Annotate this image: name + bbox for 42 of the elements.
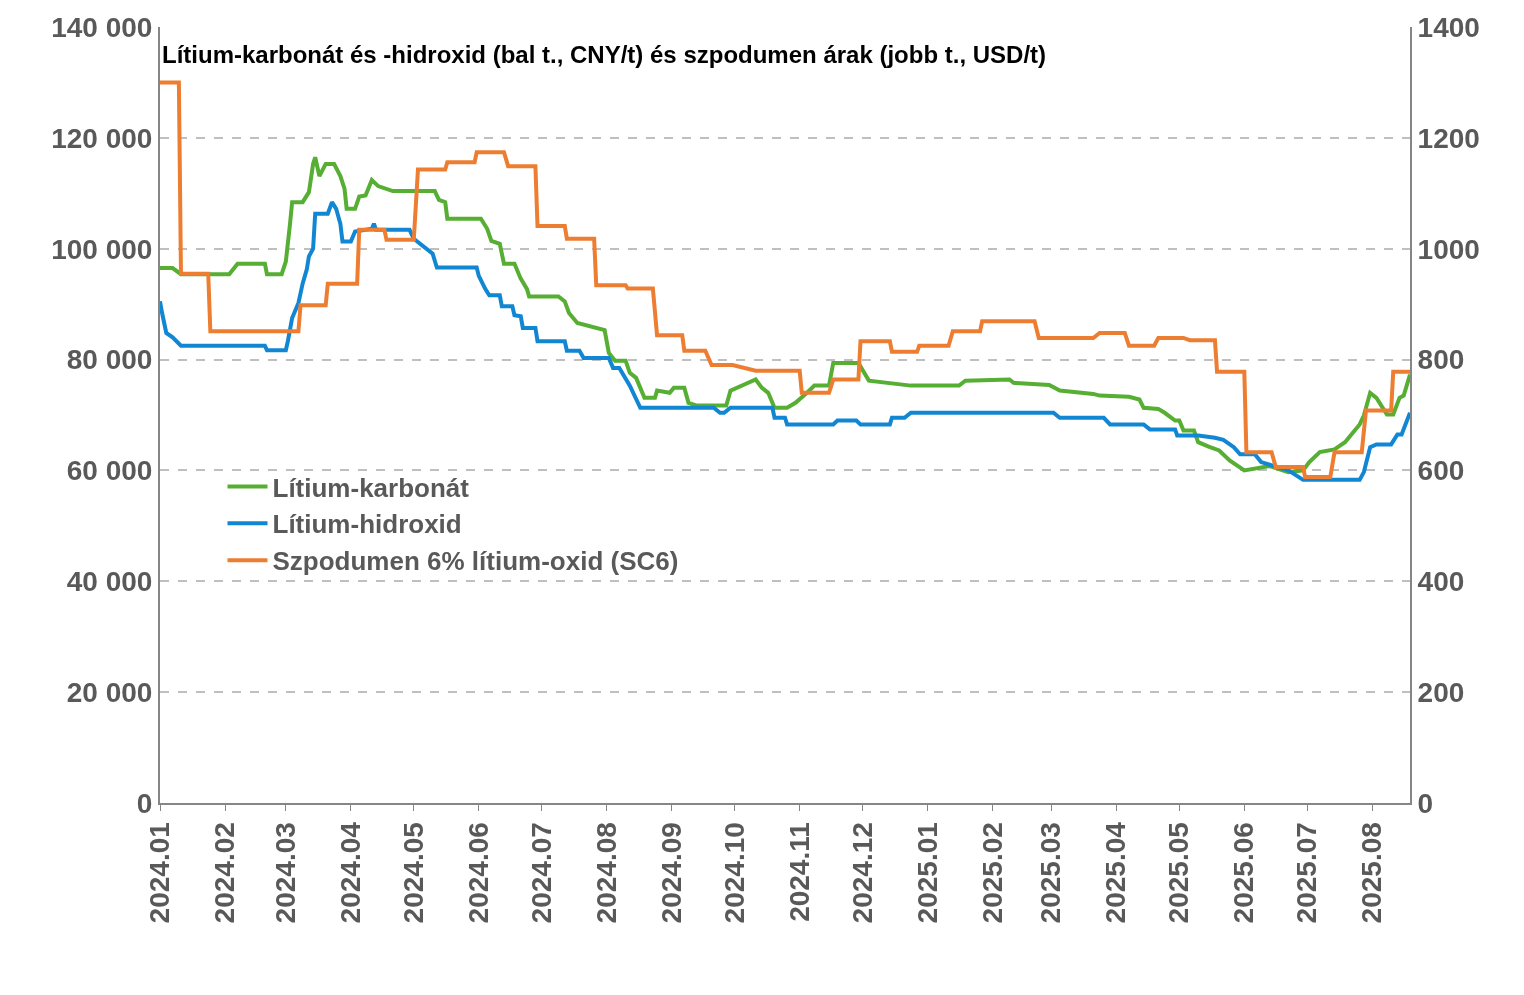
y2-tick-label: 1200 — [1417, 122, 1480, 154]
legend-label: Lítium-karbonát — [272, 472, 470, 503]
y-tick-label: 20 000 — [66, 676, 153, 708]
x-tick-label: 2024.06 — [462, 822, 494, 924]
line-series — [160, 155, 1410, 475]
y2-tick-label: 1400 — [1417, 11, 1480, 43]
y2-tick-label: 400 — [1417, 566, 1465, 598]
x-tick-label: 2025.02 — [976, 822, 1008, 924]
y2-tick-label: 600 — [1417, 455, 1465, 487]
y2-tick-label: 200 — [1417, 676, 1465, 708]
y-tick-label: 120 000 — [51, 122, 153, 154]
x-tick-label: 2024.09 — [655, 822, 687, 924]
y-tick-label: 60 000 — [66, 455, 153, 487]
y2-tick-label: 1000 — [1417, 233, 1480, 265]
line-series — [160, 80, 1410, 480]
legend-label: Szpodumen 6% lítium-oxid (SC6) — [272, 546, 679, 577]
y2-tick-label: 800 — [1417, 344, 1465, 376]
y-tick-label: 40 000 — [66, 566, 153, 598]
x-tick-label: 2025.01 — [911, 822, 943, 924]
x-tick-label: 2024.10 — [718, 822, 750, 924]
x-tick-label: 2025.04 — [1100, 821, 1132, 924]
x-tick-label: 2025.06 — [1228, 822, 1260, 924]
x-tick-label: 2024.04 — [334, 821, 366, 924]
text: Lítium-karbonát és -hidroxid (bal t., CNY/t) és szpodumen árak (jobb t., USD/t) — [162, 41, 1047, 68]
x-tick-label: 2024.02 — [209, 822, 241, 924]
legend-label: Lítium-hidroxid — [272, 509, 462, 540]
x-tick-label: 2024.12 — [846, 822, 878, 924]
y-tick-label: 140 000 — [51, 11, 153, 43]
x-tick-label: 2024.11 — [783, 822, 815, 922]
x-tick-label: 2024.07 — [525, 822, 557, 924]
y-tick-label: 100 000 — [51, 233, 153, 265]
x-tick-label: 2024.05 — [397, 822, 429, 924]
x-tick-label: 2025.08 — [1356, 822, 1388, 924]
x-tick-label: 2024.03 — [269, 822, 301, 924]
x-tick-label: 2025.07 — [1291, 822, 1323, 924]
y-tick-label: 0 — [136, 787, 153, 819]
x-tick-label: 2024.01 — [144, 822, 176, 924]
y-tick-label: 80 000 — [66, 344, 153, 376]
x-tick-label: 2024.08 — [590, 822, 622, 924]
x-tick-label: 2025.05 — [1163, 822, 1195, 924]
y2-tick-label: 0 — [1417, 787, 1434, 819]
x-tick-label: 2025.03 — [1035, 822, 1067, 924]
